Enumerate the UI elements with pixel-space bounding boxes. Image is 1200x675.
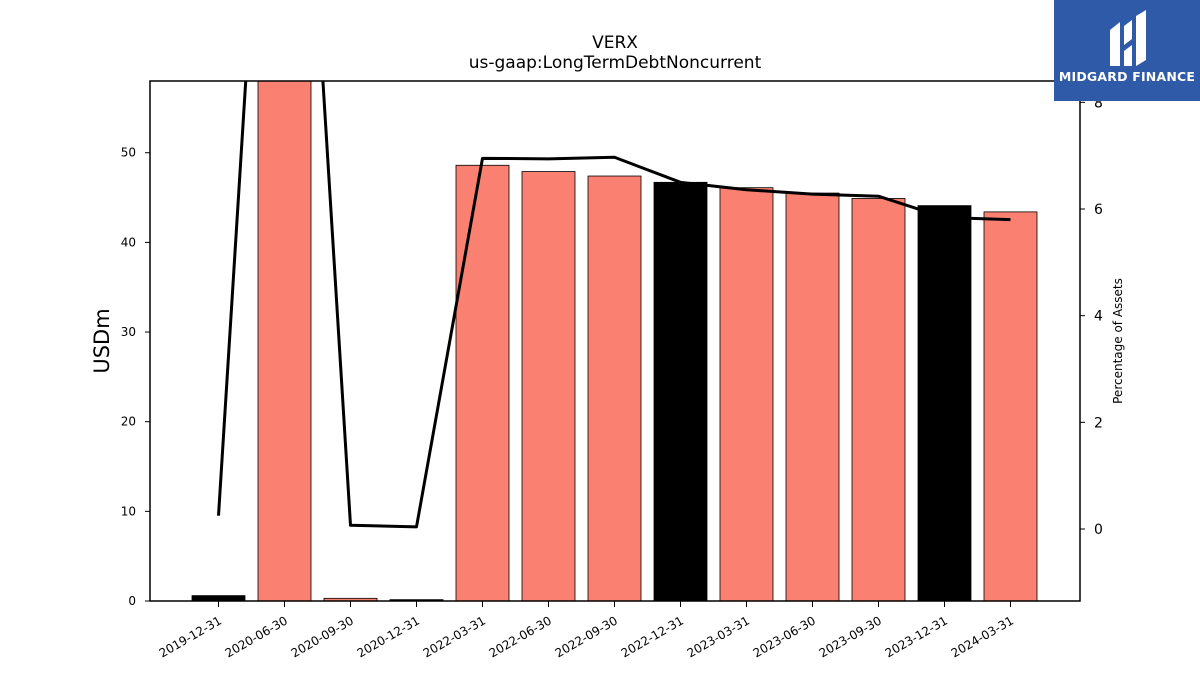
y-tick-label-left: 10: [121, 504, 136, 518]
y-tick-label-right: 6: [1094, 202, 1103, 218]
midgard-finance-logo: MIDGARD FINANCE: [1054, 0, 1200, 101]
bar-2023-03-31: [719, 187, 774, 601]
bar-2022-12-31: [653, 181, 708, 601]
bar-2022-09-30: [587, 175, 642, 601]
x-tick-label: 2024-03-31: [949, 613, 1016, 660]
y-axis-label-right: Percentage of Assets: [1111, 278, 1125, 404]
x-tick-label: 2022-09-30: [553, 613, 620, 660]
logo-text: MIDGARD FINANCE: [1058, 69, 1196, 84]
bar-2023-06-30: [785, 192, 840, 601]
bar-2020-09-30: [323, 597, 378, 601]
bar-2024-03-31: [983, 211, 1038, 601]
bar-2023-12-31: [917, 205, 972, 601]
chart-title: VERX: [592, 33, 638, 53]
y-tick-label-left: 50: [121, 146, 136, 160]
y-tick-label-left: 40: [121, 235, 136, 249]
x-tick-label: 2022-06-30: [487, 613, 554, 660]
midgard-logo-icon: [1110, 10, 1146, 66]
y-tick-label-left: 30: [121, 325, 136, 339]
y-tick-label-right: 8: [1094, 95, 1103, 111]
bar-2022-03-31: [455, 164, 510, 601]
x-tick-label: 2022-12-31: [619, 613, 686, 660]
bar-2023-09-30: [851, 198, 906, 601]
x-tick-label: 2020-12-31: [355, 613, 422, 660]
y-tick-label-right: 2: [1094, 415, 1103, 431]
bar-2022-06-30: [521, 171, 576, 601]
x-tick-label: 2023-03-31: [685, 613, 752, 660]
x-tick-label: 2023-12-31: [883, 613, 950, 660]
percentage-of-assets-line: [217, 81, 1011, 529]
x-tick-label: 2020-09-30: [289, 613, 356, 660]
x-tick-label: 2023-09-30: [817, 613, 884, 660]
chart-subtitle: us-gaap:LongTermDebtNoncurrent: [469, 53, 762, 73]
x-tick-label: 2019-12-31: [157, 613, 224, 660]
x-tick-label: 2020-06-30: [223, 613, 290, 660]
y-tick-label-right: 0: [1094, 522, 1103, 538]
y-tick-label-left: 0: [128, 594, 136, 608]
y-tick-label-left: 20: [121, 415, 136, 429]
y-tick-label-right: 4: [1094, 309, 1103, 325]
y-axis-label-left: USDm: [90, 308, 114, 373]
bar-2019-12-31: [191, 595, 246, 601]
x-tick-label: 2023-06-30: [751, 613, 818, 660]
x-tick-label: 2022-03-31: [421, 613, 488, 660]
bar-2020-06-30: [257, 81, 312, 601]
